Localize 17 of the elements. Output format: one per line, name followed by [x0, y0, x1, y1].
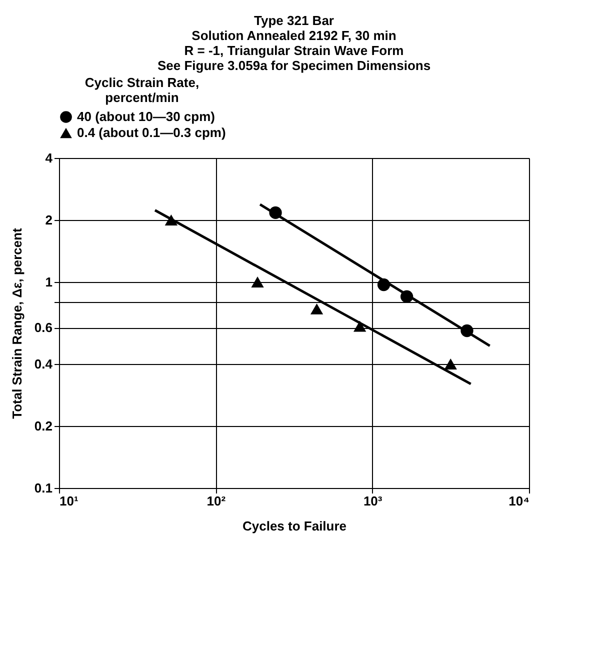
x-tick-label: 10⁴ [508, 494, 530, 508]
x-tick-label: 10¹ [60, 494, 78, 508]
y-tick-label: 0.4 [34, 356, 54, 372]
y-axis-title: Total Strain Range, Δε, percent [9, 227, 24, 419]
y-tick-label: 0.1 [34, 480, 52, 496]
x-axis-title: Cycles to Failure [242, 518, 347, 534]
y-tick-label: 4 [45, 150, 54, 166]
x-tick-label: 10² [206, 494, 226, 508]
y-tick-label: 0.6 [34, 320, 52, 336]
legend-title: Cyclic Strain Rate, percent/min [84, 75, 200, 105]
chart-title: Type 321 Bar Solution Annealed 2192 F, 30 min R = -1, Triangular Strain Wave Form See Figure 3.059a for Specimen Dimensions [157, 13, 431, 73]
y-tick-label: 2 [45, 212, 52, 228]
legend-label: 40 (about 10—30 cpm) [77, 109, 215, 124]
y-tick-label: 1 [45, 274, 52, 290]
x-tick-label: 10³ [363, 494, 383, 508]
legend-label: 0.4 (about 0.1—0.3 cpm) [77, 125, 226, 140]
y-tick-label: 0.2 [34, 418, 52, 434]
